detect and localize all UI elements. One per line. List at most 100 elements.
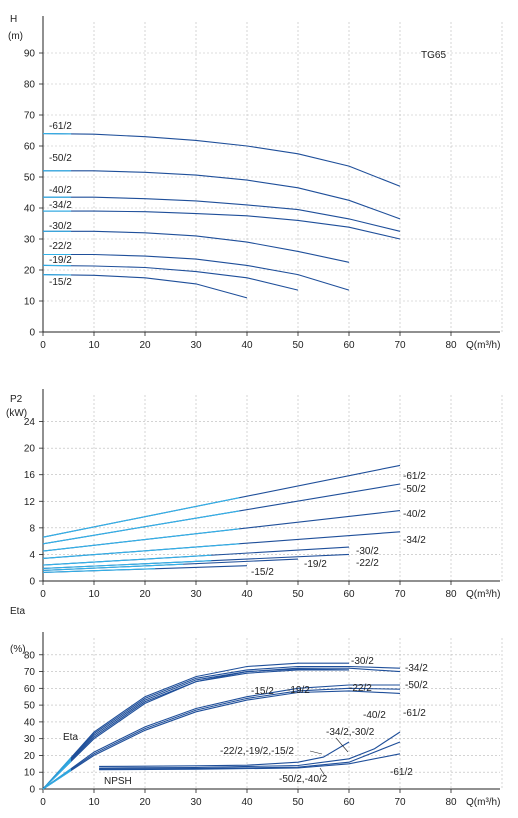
series-label: -40/2 <box>49 185 72 196</box>
x-tick-label: 0 <box>40 340 46 351</box>
y-axis-label: P2 <box>10 394 23 405</box>
x-tick-label: 80 <box>445 797 457 808</box>
series-line <box>43 210 401 240</box>
y-axis-unit: (m) <box>8 31 23 42</box>
series-line <box>43 230 350 263</box>
x-tick-label: 50 <box>292 589 304 600</box>
x-axis-label: Q(m³/h) <box>466 589 500 600</box>
series-label: -50/2 <box>403 484 426 495</box>
series-line-start <box>42 770 72 790</box>
x-tick-label: 70 <box>394 340 406 351</box>
series-label: -22/2 <box>49 241 72 252</box>
x-tick-label: 0 <box>40 589 46 600</box>
x-tick-label: 10 <box>88 340 100 351</box>
npsh-annotation: NPSH <box>104 776 132 787</box>
series-label: -30/2 <box>49 221 72 232</box>
series-label: -34/2 <box>403 535 426 546</box>
series-label: -15/2 <box>251 686 274 697</box>
series-line-start <box>42 560 212 569</box>
y-tick-label: 90 <box>24 49 36 60</box>
series-label: -22/2,-19/2,-15/2 <box>220 746 294 757</box>
series-line-start <box>42 563 184 571</box>
series-line <box>99 741 401 770</box>
series-line <box>42 264 299 291</box>
y-tick-label: 0 <box>29 785 35 796</box>
y-tick-label: 50 <box>24 701 36 712</box>
series-line <box>42 687 401 790</box>
series-line <box>99 753 401 771</box>
y-axis-unit: (kW) <box>6 408 27 419</box>
x-tick-label: 80 <box>445 340 457 351</box>
series-line-start <box>42 543 240 559</box>
leader-line <box>335 737 349 753</box>
x-tick-label: 30 <box>190 340 202 351</box>
y-axis-unit: (%) <box>10 644 26 655</box>
series-line-start <box>42 497 240 538</box>
x-tick-label: 30 <box>190 797 202 808</box>
x-tick-label: 30 <box>190 589 202 600</box>
series-label: -61/2 <box>390 767 413 778</box>
y-tick-label: 10 <box>24 297 36 308</box>
series-label: -50/2 <box>405 680 428 691</box>
x-axis-label: Q(m³/h) <box>466 340 500 351</box>
y-tick-label: 10 <box>24 768 36 779</box>
series-line-start <box>42 528 240 552</box>
y-tick-label: 30 <box>24 235 36 246</box>
x-tick-label: 80 <box>445 589 457 600</box>
series-label: -22/2 <box>356 558 379 569</box>
power-chart: 0 10 20 30 40 50 60 70 80 0 4 8 12 16 20 24 Q(m³/h) P2 (kW… <box>6 389 503 600</box>
series-line-start <box>42 510 240 545</box>
x-tick-label: 50 <box>292 797 304 808</box>
x-tick-label: 40 <box>241 589 253 600</box>
y-axis-label: Eta <box>10 606 25 617</box>
series-label: -15/2 <box>49 277 72 288</box>
x-tick-label: 0 <box>40 797 46 808</box>
series-line-start <box>42 554 212 566</box>
series-line <box>43 170 401 220</box>
y-tick-label: 20 <box>24 266 36 277</box>
y-tick-label: 60 <box>24 142 36 153</box>
y-tick-label: 0 <box>29 577 35 588</box>
y-tick-label: 8 <box>29 523 35 534</box>
x-tick-label: 70 <box>394 797 406 808</box>
series-label: -34/2 <box>49 200 72 211</box>
x-tick-label: 40 <box>241 340 253 351</box>
y-tick-label: 12 <box>24 497 36 508</box>
x-tick-label: 60 <box>343 589 355 600</box>
x-axis-label: Q(m³/h) <box>466 797 500 808</box>
x-tick-label: 40 <box>241 797 253 808</box>
x-tick-label: 50 <box>292 340 304 351</box>
x-tick-label: 10 <box>88 797 100 808</box>
y-tick-label: 16 <box>24 470 36 481</box>
x-tick-label: 20 <box>139 797 151 808</box>
y-tick-label: 50 <box>24 173 36 184</box>
x-tick-label: 20 <box>139 340 151 351</box>
series-label: -19/2 <box>287 685 310 696</box>
y-tick-label: 0 <box>29 328 35 339</box>
series-label: -61/2 <box>403 471 426 482</box>
series-label: -40/2 <box>363 710 386 721</box>
y-tick-label: 80 <box>24 650 36 661</box>
series-label: -15/2 <box>251 567 274 578</box>
y-tick-label: 24 <box>24 417 36 428</box>
series-line <box>42 667 401 790</box>
leader-line <box>309 750 323 755</box>
series-line-start <box>42 568 156 573</box>
series-label: -40/2 <box>403 509 426 520</box>
y-tick-label: 4 <box>29 550 35 561</box>
x-tick-label: 10 <box>88 589 100 600</box>
series-label: -34/2 <box>405 663 428 674</box>
efficiency-chart: 0 10 20 30 40 50 60 70 80 0 10 20 30 40 50 60 70 80 Q(m³/h… <box>10 606 503 808</box>
x-tick-label: 60 <box>343 797 355 808</box>
series-label: -61/2 <box>49 121 72 132</box>
y-tick-label: 40 <box>24 204 36 215</box>
series-line <box>43 253 350 291</box>
series-label: -19/2 <box>49 255 72 266</box>
eta-annotation: Eta <box>63 732 78 743</box>
series-line <box>42 665 401 790</box>
y-tick-label: 30 <box>24 734 36 745</box>
series-line <box>42 662 349 790</box>
series-label: -30/2 <box>356 546 379 557</box>
series-label: -50/2,-40/2 <box>279 774 328 785</box>
